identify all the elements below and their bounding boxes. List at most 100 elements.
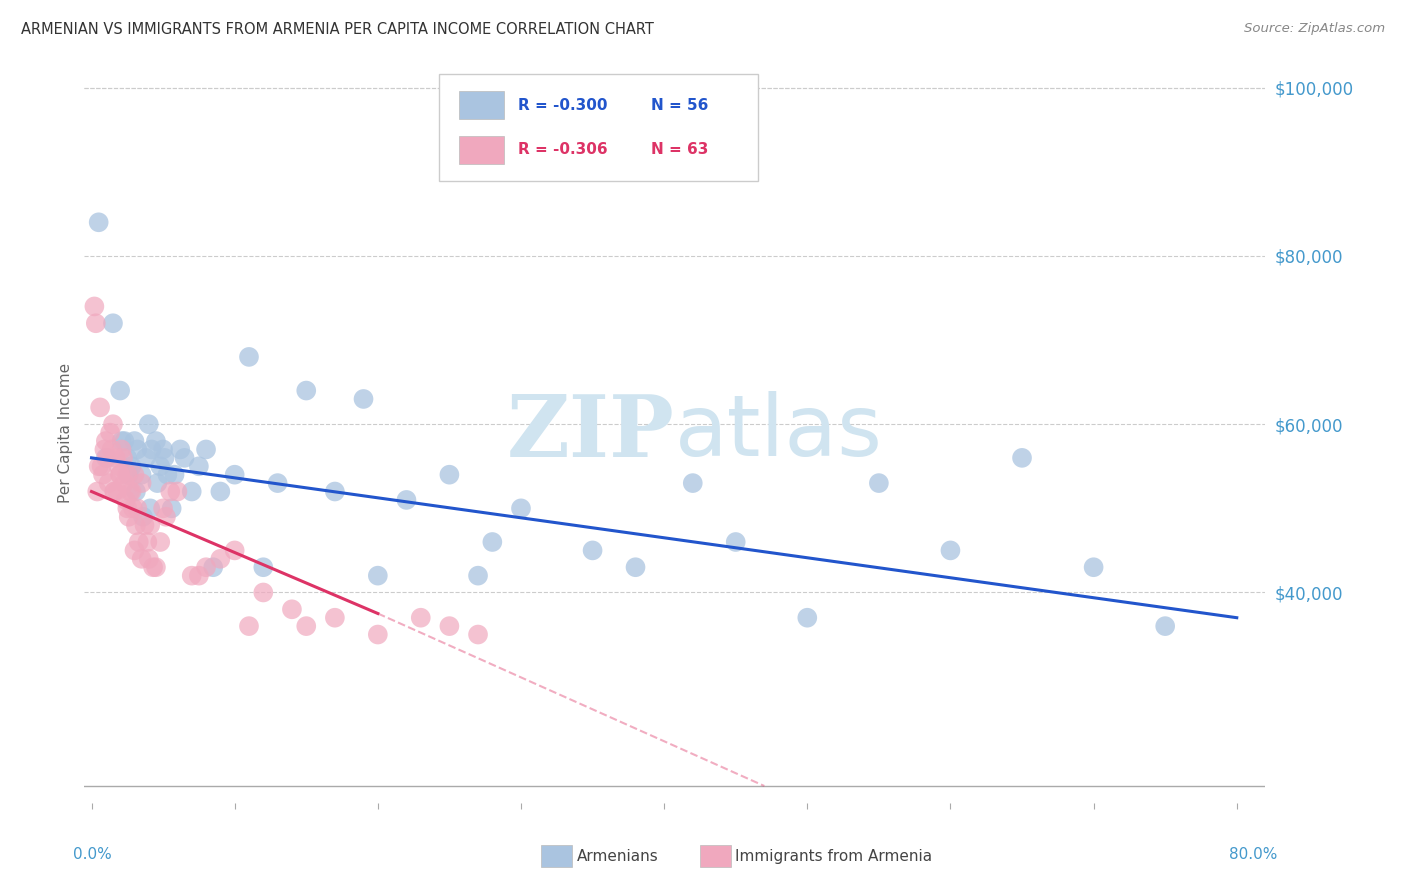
Point (266, 476, 288, 491)
Point (86, 484, 108, 499)
Point (96, 450, 118, 465)
Point (439, 619, 461, 633)
Point (145, 434, 167, 448)
Point (118, 467, 141, 482)
Point (180, 568, 202, 582)
Point (510, 501, 533, 516)
Point (97, 476, 120, 491)
Point (115, 492, 138, 507)
Point (295, 384, 318, 398)
Point (91, 467, 114, 482)
Point (132, 509, 155, 524)
Point (110, 442, 132, 457)
Point (89, 401, 111, 415)
Point (323, 484, 346, 499)
Point (120, 484, 142, 499)
Point (121, 459, 143, 474)
Y-axis label: Per Capita Income: Per Capita Income (58, 362, 73, 503)
Text: ZIP: ZIP (508, 391, 675, 475)
Point (868, 476, 890, 491)
Point (581, 543, 603, 558)
Point (105, 484, 128, 499)
Point (124, 467, 146, 482)
Point (100, 442, 122, 457)
Point (195, 442, 218, 457)
Point (117, 467, 139, 482)
Text: 80.0%: 80.0% (1229, 847, 1277, 863)
Point (146, 476, 169, 491)
Point (173, 450, 195, 465)
Point (90, 459, 112, 474)
Text: atlas: atlas (675, 391, 883, 475)
Text: Source: ZipAtlas.com: Source: ZipAtlas.com (1244, 22, 1385, 36)
Point (110, 434, 132, 448)
Point (139, 501, 162, 516)
Point (131, 476, 153, 491)
Point (142, 560, 165, 574)
Text: R = -0.306: R = -0.306 (517, 143, 607, 157)
Point (107, 459, 129, 474)
Point (98, 425, 121, 440)
Point (108, 384, 131, 398)
Point (117, 501, 139, 516)
Point (117, 450, 139, 465)
Text: N = 56: N = 56 (651, 98, 709, 113)
Point (101, 417, 124, 432)
Point (238, 350, 260, 364)
Point (353, 392, 375, 406)
Point (166, 484, 188, 499)
Text: Immigrants from Armenia: Immigrants from Armenia (735, 849, 932, 863)
Point (252, 560, 274, 574)
Point (94, 434, 117, 448)
Point (138, 417, 160, 432)
Point (108, 467, 131, 482)
Point (138, 551, 160, 566)
Point (149, 535, 172, 549)
Point (238, 619, 260, 633)
Point (209, 551, 232, 566)
Point (103, 484, 125, 499)
Point (209, 484, 232, 499)
Point (295, 619, 318, 633)
Point (163, 467, 186, 482)
Point (796, 610, 818, 624)
Point (145, 560, 167, 574)
Point (481, 535, 503, 549)
Point (439, 467, 461, 482)
Point (156, 467, 179, 482)
Point (114, 434, 136, 448)
Point (187, 568, 209, 582)
Point (323, 610, 346, 624)
Point (101, 316, 124, 330)
Point (467, 568, 489, 582)
Point (169, 442, 191, 457)
Point (124, 434, 146, 448)
Text: Armenians: Armenians (576, 849, 658, 863)
Point (87, 459, 110, 474)
Point (409, 610, 432, 624)
Point (124, 543, 146, 558)
Point (395, 492, 418, 507)
Point (252, 585, 274, 599)
Point (1011, 450, 1033, 465)
FancyBboxPatch shape (458, 91, 503, 120)
Point (1154, 619, 1177, 633)
Point (141, 442, 163, 457)
Point (224, 467, 246, 482)
Point (159, 484, 181, 499)
Point (122, 501, 145, 516)
Point (152, 501, 174, 516)
Point (114, 476, 136, 491)
Point (135, 450, 157, 465)
Point (84, 316, 107, 330)
Point (118, 509, 141, 524)
Point (104, 450, 127, 465)
Point (367, 627, 389, 641)
Point (127, 501, 149, 516)
Point (467, 627, 489, 641)
Point (1083, 560, 1105, 574)
Point (87, 215, 110, 229)
Point (131, 551, 153, 566)
Point (108, 467, 131, 482)
Point (939, 543, 962, 558)
